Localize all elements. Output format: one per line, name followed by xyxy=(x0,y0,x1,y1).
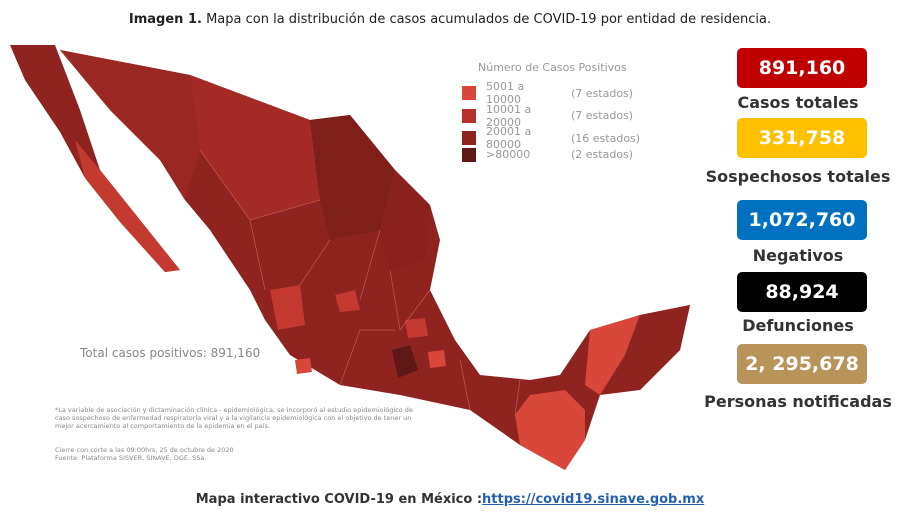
nuevo-leon xyxy=(380,170,430,270)
footer-text: Mapa interactivo COVID-19 en México : xyxy=(195,492,483,507)
stat-label: Defunciones xyxy=(742,316,854,335)
legend-swatch xyxy=(462,86,476,100)
legend-item: 20001 a 80000 (16 estados) xyxy=(462,125,640,151)
aguascalientes-light xyxy=(335,290,360,312)
state-borders xyxy=(199,149,521,416)
stat-label: Casos totales xyxy=(737,93,859,112)
chihuahua xyxy=(190,75,320,220)
baja-california xyxy=(10,45,180,272)
tlaxcala-light xyxy=(428,350,446,368)
stat-value: 2, 295,678 xyxy=(737,344,867,384)
legend-count: (16 estados) xyxy=(571,131,641,145)
queretaro-light xyxy=(405,318,428,338)
stat-value: 891,160 xyxy=(737,48,867,88)
stat-label: Personas notificadas xyxy=(704,392,892,411)
note: *La variable de asociación y dictaminaci… xyxy=(55,406,413,430)
legend-item: >80000 (2 estados) xyxy=(462,147,634,162)
yucatan xyxy=(585,315,640,395)
title-text: Mapa con la distribución de casos acumul… xyxy=(206,12,772,27)
source-line: Fuente: Plataforma SISVER, SINAVE, DGE, … xyxy=(55,454,207,462)
sonora xyxy=(60,50,200,200)
legend-count: (7 estados) xyxy=(571,109,634,122)
legend-swatch xyxy=(462,147,476,162)
chiapas xyxy=(515,390,585,470)
legend-count: (7 estados) xyxy=(571,86,634,100)
stat-value: 331,758 xyxy=(737,118,867,158)
stat-label: Sospechosos totales xyxy=(705,167,891,186)
footer: Mapa interactivo COVID-19 en México :htt… xyxy=(0,492,900,507)
stat-value: 88,924 xyxy=(737,272,867,312)
stat-label: Negativos xyxy=(752,246,844,265)
legend-item: 5001 a 10000 (7 estados) xyxy=(462,80,633,106)
legend-range: 5001 a 10000 xyxy=(486,80,525,106)
legend-range: 20001 a 80000 xyxy=(486,125,532,151)
stat-value: 1,072,760 xyxy=(737,200,867,240)
legend-title: Número de Casos Positivos xyxy=(478,61,627,74)
legend-item: 10001 a 20000 (7 estados) xyxy=(462,103,633,129)
colima-light xyxy=(295,358,312,374)
title: Imagen 1. Mapa con la distribución de ca… xyxy=(0,12,900,27)
jalisco-light xyxy=(270,285,305,330)
footer-link[interactable]: https://covid19.sinave.gob.mx xyxy=(482,492,705,507)
legend-count: (2 estados) xyxy=(571,148,634,161)
source: Cierre con corte a las 09:00hrs, 25 de o… xyxy=(55,446,234,462)
source-line: Cierre con corte a las 09:00hrs, 25 de o… xyxy=(55,446,234,454)
legend-swatch xyxy=(462,108,476,123)
quintana-roo xyxy=(625,305,690,390)
cdmx xyxy=(392,345,418,378)
legend-swatch xyxy=(462,131,476,145)
legend-range: 10001 a 20000 xyxy=(486,102,532,129)
coahuila xyxy=(310,115,395,240)
title-bold: Imagen 1. xyxy=(128,12,202,27)
baja-california-sur xyxy=(75,140,180,272)
map-total-label: Total casos positivos: 891,160 xyxy=(80,346,261,360)
legend-range: >80000 xyxy=(486,148,531,161)
